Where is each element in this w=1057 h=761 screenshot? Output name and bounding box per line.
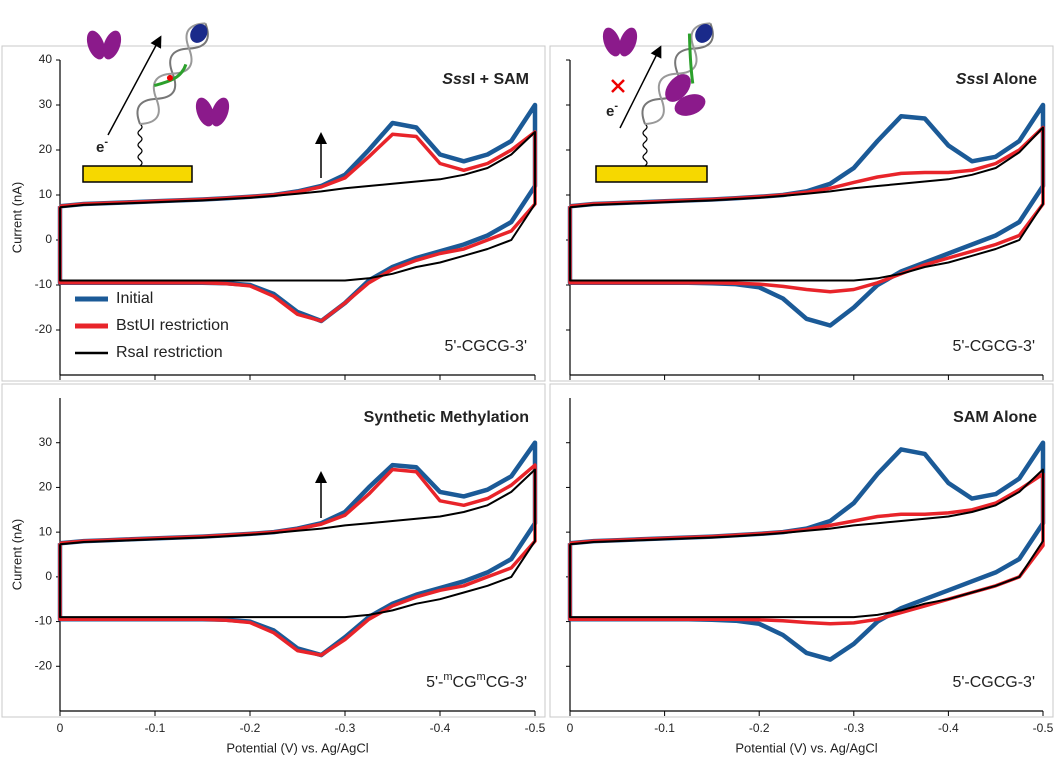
x-tick-label: -0.4 [938,721,959,735]
inset-label-part: - [104,136,108,148]
sequence-label: 5'-CGCG-3' [952,674,1035,691]
y-tick-label: 10 [39,524,53,538]
cv-curve [60,443,535,655]
y-tick-label: 30 [39,97,53,111]
panel-title-part: SAM Alone [953,409,1037,426]
x-tick-label: -0.3 [843,721,864,735]
sequence-label: 5'-CGCG-3' [444,338,527,355]
figure: e- e- -20-10010203040Current (nA)SssI + … [0,0,1057,761]
y-tick-label: -20 [35,658,53,672]
y-tick-label: 30 [39,435,53,449]
y-tick-label: -10 [35,277,53,291]
x-tick-label: -0.3 [335,721,356,735]
cv-curve [60,465,535,655]
panel-title-part: Sss [956,71,985,88]
sequence-label-part: m [477,671,486,683]
x-tick-label: -0.1 [654,721,675,735]
sequence-label-part: 5'- [426,674,443,691]
sequence-label-part: 5'-CGCG-3' [952,674,1035,691]
inset-label: e- [96,136,108,156]
sequence-label: 5'-CGCG-3' [952,338,1035,355]
legend-label: Initial [116,290,153,307]
inset-label-part: e [606,103,614,120]
cv-curve [570,128,1043,292]
panel-title-part: Sss [442,71,471,88]
cv-curve [570,443,1043,660]
cv-curve [570,470,1043,618]
y-tick-label: 40 [39,52,53,66]
panel-frame [2,384,545,717]
x-tick-label: -0.1 [145,721,166,735]
inset-label: e- [606,100,618,120]
cv-curve [60,105,535,321]
cv-curve [570,128,1043,281]
cv-curve [570,105,1043,326]
legend-label: BstUI restriction [116,317,229,334]
y-tick-label: 0 [45,232,52,246]
cv-curve [60,132,535,281]
x-tick-label: -0.2 [240,721,261,735]
panel-title: SAM Alone [953,409,1037,426]
sequence-label-part: 5'-CGCG-3' [952,338,1035,355]
x-tick-label: -0.5 [1033,721,1054,735]
x-tick-label: -0.4 [430,721,451,735]
inset-cartoon: e- [83,18,233,182]
inset-label-part: - [614,100,618,112]
panel-frame [550,384,1053,717]
x-tick-label: -0.5 [525,721,546,735]
sequence-label-part: m [443,671,452,683]
y-tick-label: 10 [39,187,53,201]
panel-title-part: Synthetic Methylation [364,409,529,426]
x-tick-label: -0.2 [749,721,770,735]
y-tick-label: 20 [39,480,53,494]
y-axis-label: Current (nA) [9,182,24,254]
panel-frame [2,46,545,381]
x-axis-label: Potential (V) vs. Ag/AgCl [735,740,877,755]
x-axis-label: Potential (V) vs. Ag/AgCl [226,740,368,755]
y-tick-label: -10 [35,614,53,628]
panel-title-part: I Alone [984,71,1037,88]
y-tick-label: 20 [39,142,53,156]
y-tick-label: 0 [45,569,52,583]
y-axis-label: Current (nA) [9,519,24,591]
inset-cartoon: e- [596,17,725,182]
sequence-label-part: 5'-CGCG-3' [444,338,527,355]
inset-label-part: e [96,139,104,156]
sequence-label-part: CG [453,674,477,691]
x-tick-label: 0 [57,721,64,735]
panel-title: Synthetic Methylation [364,409,529,426]
legend-label: RsaI restriction [116,344,223,361]
x-tick-label: 0 [567,721,574,735]
sequence-label: 5'-mCGmCG-3' [426,671,527,691]
panel-title-part: I + SAM [471,71,529,88]
panel-title: SssI + SAM [442,71,529,88]
cv-curve [60,470,535,618]
sequence-label-part: CG-3' [486,674,527,691]
panel-frame [550,46,1053,381]
y-tick-label: -20 [35,322,53,336]
panel-title: SssI Alone [956,71,1037,88]
